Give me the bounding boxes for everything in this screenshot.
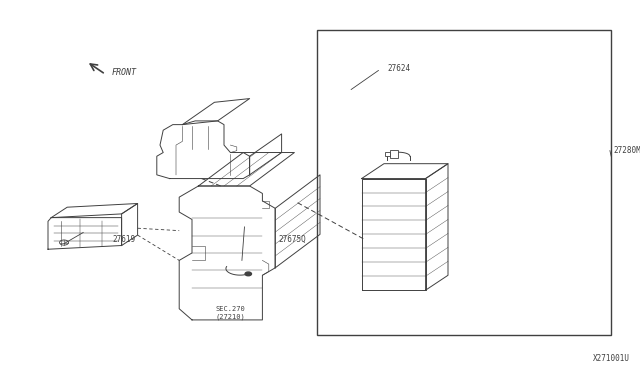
Text: 27619: 27619 bbox=[112, 235, 135, 244]
Text: 27280M: 27280M bbox=[613, 146, 640, 155]
Bar bbox=[317, 30, 611, 335]
Text: X271001U: X271001U bbox=[593, 354, 630, 363]
Bar bbox=[385, 152, 390, 156]
Text: 27675Q: 27675Q bbox=[278, 235, 306, 244]
Circle shape bbox=[245, 272, 252, 276]
Bar bbox=[390, 150, 398, 158]
Text: 27624: 27624 bbox=[387, 64, 410, 73]
Text: (27210): (27210) bbox=[216, 314, 245, 320]
Text: FRONT: FRONT bbox=[112, 68, 137, 77]
Text: SEC.270: SEC.270 bbox=[216, 307, 245, 312]
